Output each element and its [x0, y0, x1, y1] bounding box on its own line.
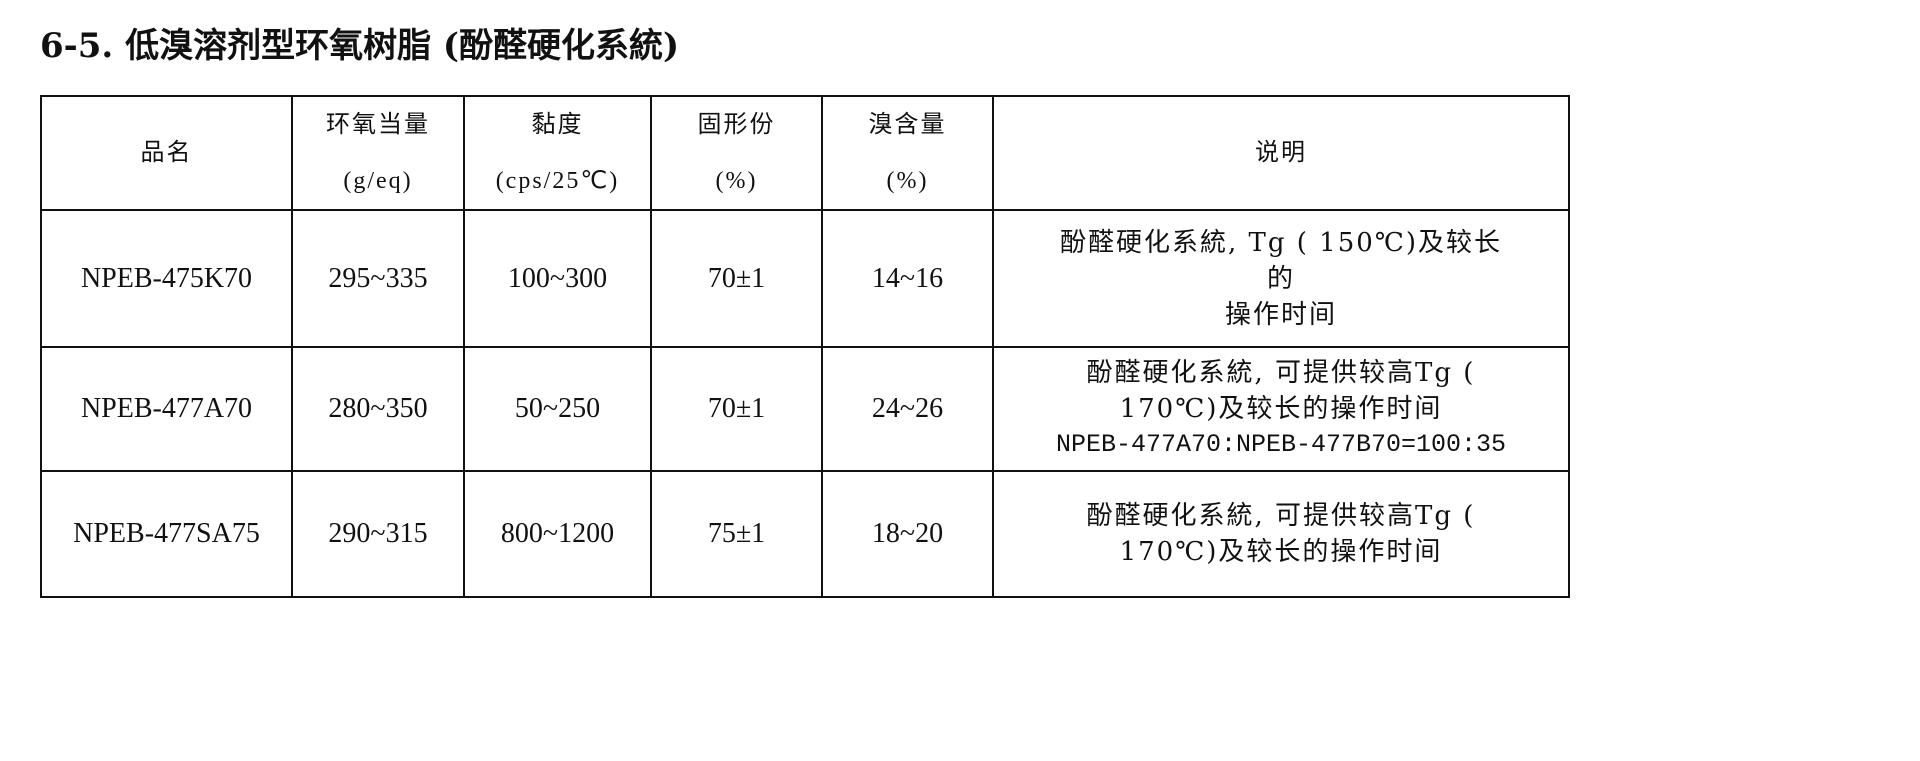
description-line: 操作时间 — [1224, 299, 1337, 330]
header-label: 固形份 — [697, 112, 776, 138]
header-epoxy-equivalent: 环氧当量 (g/eq) — [291, 95, 465, 211]
description-line: 170℃)及较长的操作时间 — [1119, 537, 1443, 567]
description-line: 的 — [1266, 263, 1295, 294]
description-line: 酚醛硬化系統, 可提供较高Tg ( — [1086, 358, 1476, 388]
cell-solids: 70±1 — [650, 209, 823, 348]
header-label: 环氧当量 — [326, 112, 430, 138]
cell-viscosity: 100~300 — [463, 209, 652, 348]
description-line: 酚醛硬化系統, Tg ( 150℃)及较长 — [1059, 227, 1503, 258]
cell-product-name: NPEB-477A70 — [40, 346, 293, 472]
description-line: 酚醛硬化系統, 可提供较高Tg ( — [1086, 501, 1476, 531]
header-bromine-content: 溴含量 (%) — [821, 95, 994, 211]
cell-bromine-content: 18~20 — [821, 470, 994, 598]
header-unit: (g/eq) — [343, 168, 413, 194]
cell-description: 酚醛硬化系統, 可提供较高Tg ( 170℃)及较长的操作时间 NPEB-477… — [992, 346, 1570, 472]
header-label: 黏度 — [531, 112, 584, 138]
product-spec-table: 品名 环氧当量 (g/eq) 黏度 (cps/25℃) 固形份 (%) 溴含量 … — [40, 95, 1570, 598]
cell-epoxy-equivalent: 295~335 — [291, 209, 465, 348]
table-row: NPEB-475K70 295~335 100~300 70±1 14~16 酚… — [40, 209, 1570, 348]
table-row: NPEB-477A70 280~350 50~250 70±1 24~26 酚醛… — [40, 346, 1570, 472]
header-description: 说明 — [992, 95, 1570, 211]
cell-product-name: NPEB-477SA75 — [40, 470, 293, 598]
cell-epoxy-equivalent: 280~350 — [291, 346, 465, 472]
header-solids: 固形份 (%) — [650, 95, 823, 211]
page-title: 6-5. 低溴溶剂型环氧树脂 (酚醛硬化系統) — [40, 26, 680, 66]
header-unit: (cps/25℃) — [495, 168, 620, 194]
cell-epoxy-equivalent: 290~315 — [291, 470, 465, 598]
header-label: 说明 — [1255, 140, 1307, 166]
cell-product-name: NPEB-475K70 — [40, 209, 293, 348]
header-unit: (%) — [715, 168, 758, 194]
cell-description: 酚醛硬化系統, Tg ( 150℃)及较长 的 操作时间 — [992, 209, 1570, 348]
header-viscosity: 黏度 (cps/25℃) — [463, 95, 652, 211]
header-label: 品名 — [140, 140, 193, 166]
cell-solids: 75±1 — [650, 470, 823, 598]
cell-viscosity: 800~1200 — [463, 470, 652, 598]
description-line: NPEB-477A70:NPEB-477B70=100:35 — [1055, 430, 1507, 459]
table-header-row: 品名 环氧当量 (g/eq) 黏度 (cps/25℃) 固形份 (%) 溴含量 … — [40, 95, 1570, 211]
header-product-name: 品名 — [40, 95, 293, 211]
cell-bromine-content: 14~16 — [821, 209, 994, 348]
cell-bromine-content: 24~26 — [821, 346, 994, 472]
header-label: 溴含量 — [868, 112, 947, 138]
cell-viscosity: 50~250 — [463, 346, 652, 472]
header-unit: (%) — [886, 168, 929, 194]
table-row: NPEB-477SA75 290~315 800~1200 75±1 18~20… — [40, 470, 1570, 598]
cell-description: 酚醛硬化系統, 可提供较高Tg ( 170℃)及较长的操作时间 — [992, 470, 1570, 598]
description-line: 170℃)及较长的操作时间 — [1119, 394, 1443, 424]
cell-solids: 70±1 — [650, 346, 823, 472]
